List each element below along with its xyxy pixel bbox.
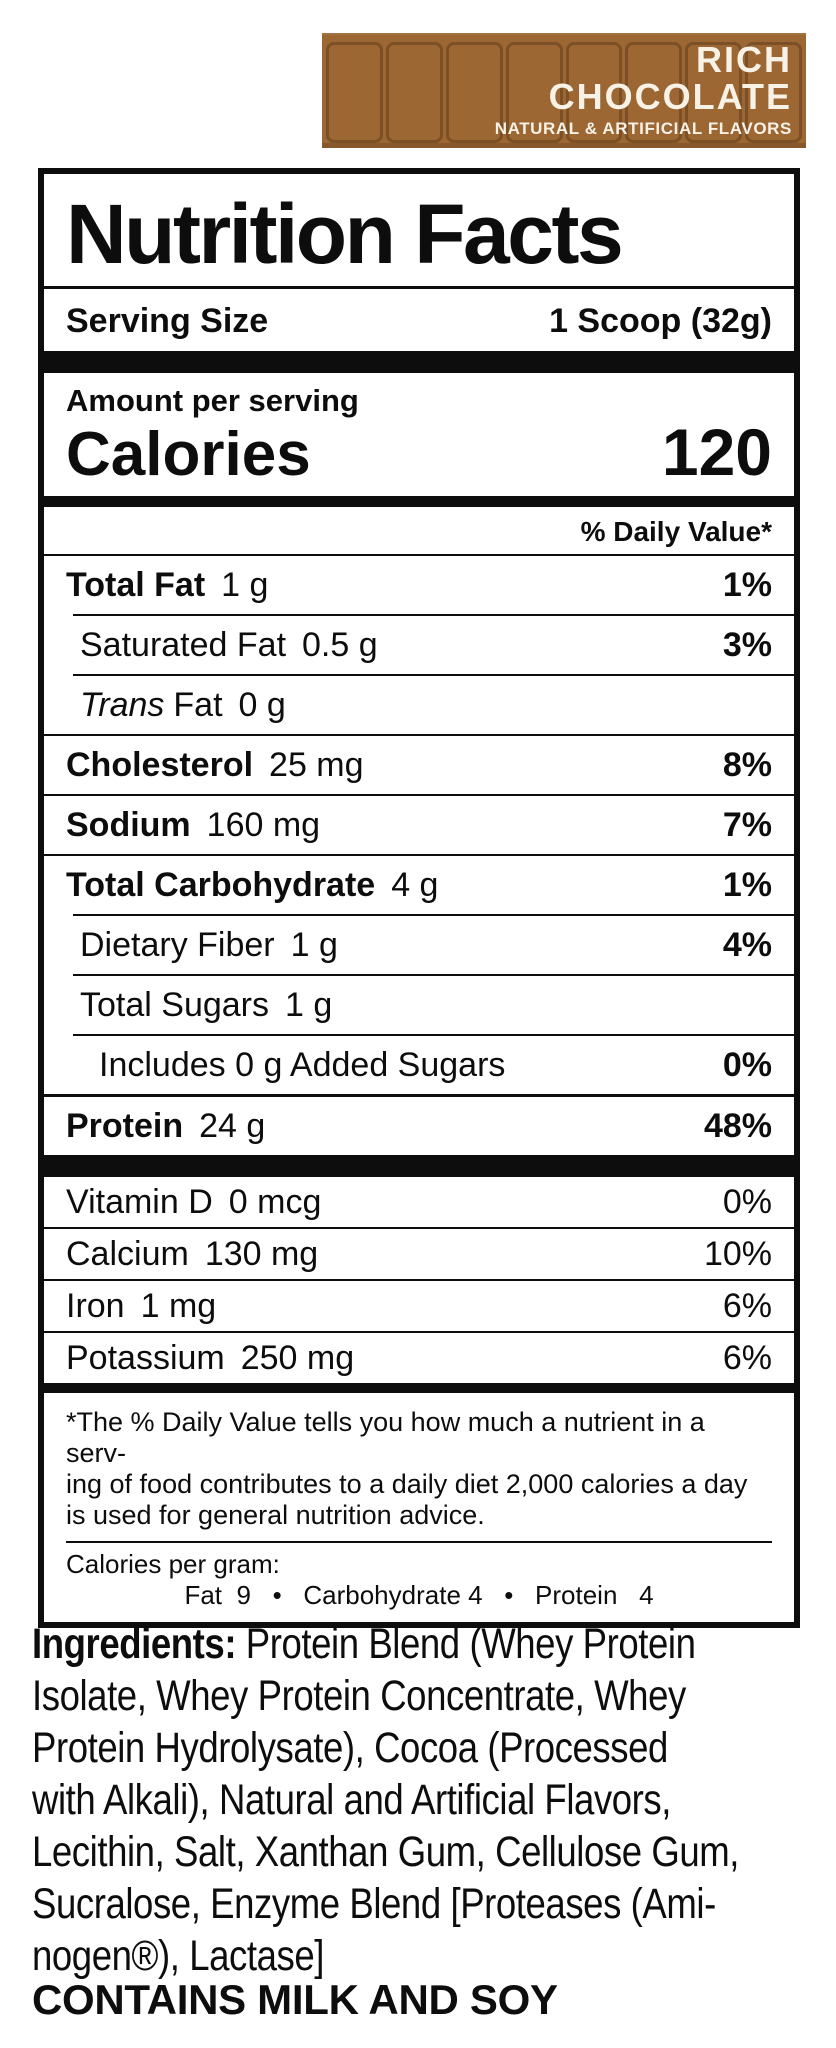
nutrient-amount: 4 g [391,866,439,904]
daily-value-footnote: *The % Daily Value tells you how much a … [66,1407,748,1530]
nutrient-name: Saturated Fat [80,626,287,664]
thick-divider [44,1155,794,1177]
nutrient-name: Iron [66,1287,125,1325]
nutrient-name: Total Carbohydrate [66,866,376,904]
chocolate-segment [685,42,743,143]
nutrient-amount: 1 mg [140,1287,217,1325]
micro-row-calcium: Calcium 130 mg 10% [44,1227,794,1279]
nutrition-title: Nutrition Facts [66,187,624,281]
nutrient-dv: 4% [722,926,772,964]
nutrient-name: Total Fat [66,566,206,604]
nutrient-dv: 10% [703,1235,772,1273]
micro-row-iron: Iron 1 mg 6% [44,1279,794,1331]
nutrient-amount: 24 g [199,1107,266,1145]
nutrient-name: Potassium [66,1339,225,1377]
calories-row: Calories 120 [44,419,794,496]
nutrient-amount: 0 g [238,686,286,724]
nutrient-row-total-carbohydrate: Total Carbohydrate 4 g 1% [44,854,794,914]
nutrient-dv: 0% [722,1183,772,1221]
ingredients-label: Ingredients: [32,1620,237,1668]
chocolate-segment [745,42,802,143]
calories-value: 120 [661,415,772,489]
calories-per-gram-values: Fat 9 • Carbohydrate 4 • Protein 4 [184,1580,654,1610]
nutrient-dv: 48% [703,1107,772,1145]
nutrient-name: Total Sugars [80,986,269,1024]
serving-size-row: Serving Size 1 Scoop (32g) [44,289,794,351]
nutrient-name: Cholesterol [66,746,254,784]
nutrient-name: Calcium [66,1235,189,1273]
nutrient-name: Vitamin D [66,1183,213,1221]
nutrient-row-cholesterol: Cholesterol 25 mg 8% [44,734,794,794]
ingredients-list: Protein Blend (Whey Protein Isolate, Whe… [32,1620,740,1980]
nutrient-amount: 130 mg [204,1235,319,1273]
chocolate-bar-graphic [324,42,804,143]
flavor-subtitle: NATURAL & ARTIFICIAL FLAVORS [494,119,792,138]
nutrient-dv: 3% [722,626,772,664]
nutrient-dv: 6% [722,1339,772,1377]
nutrient-dv: 6% [722,1287,772,1325]
divider [44,286,794,289]
flavor-name-line1: RICH [696,39,792,80]
nutrient-amount: 160 mg [206,806,321,844]
chocolate-segment [385,42,443,143]
nutrient-row-trans-fat: Trans Fat 0 g [73,674,794,734]
nutrient-row-added-sugars: Includes 0 g Added Sugars 0% [73,1034,794,1094]
chocolate-segment [326,42,383,143]
nutrient-row-protein: Protein 24 g 48% [44,1094,794,1155]
nutrient-amount: 0 mcg [228,1183,322,1221]
nutrient-name: Sodium [66,806,191,844]
chocolate-segment [445,42,503,143]
calories-label: Calories [66,420,311,489]
ingredients-text: Ingredients: Protein Blend (Whey Protein… [32,1618,812,1982]
nutrient-amount: 250 mg [240,1339,355,1377]
nutrient-row-sodium: Sodium 160 mg 7% [44,794,794,854]
nutrient-name: Dietary Fiber [80,926,275,964]
nutrient-dv: 7% [722,806,772,844]
serving-size-label: Serving Size [66,302,269,340]
amount-per-serving-label: Amount per serving [66,383,359,418]
nutrient-dv: 1% [722,566,772,604]
nutrient-dv: 1% [722,866,772,904]
flavor-label: RICH CHOCOLATE NATURAL & ARTIFICIAL FLAV… [322,33,806,148]
nutrient-amount: 1 g [285,986,333,1024]
chocolate-segment [625,42,683,143]
nutrition-facts-panel: Nutrition Facts Serving Size 1 Scoop (32… [38,168,800,1628]
nutrient-amount: 0.5 g [302,626,378,664]
nutrient-amount: 25 mg [269,746,364,784]
chocolate-segment [505,42,563,143]
calories-per-gram: Calories per gram: Fat 9 • Carbohydrate … [44,1543,794,1622]
flavor-text: RICH CHOCOLATE NATURAL & ARTIFICIAL FLAV… [495,41,792,140]
calories-per-gram-label: Calories per gram: [66,1549,280,1579]
medium-divider [44,1383,794,1393]
nutrient-name: Fat [173,686,223,724]
nutrient-row-saturated-fat: Saturated Fat 0.5 g 3% [73,614,794,674]
nutrient-dv: 8% [722,746,772,784]
nutrient-amount: 1 g [221,566,269,604]
nutrient-name: Protein [66,1107,184,1145]
serving-size-value: 1 Scoop (32g) [549,302,772,340]
nutrient-name: Includes 0 g Added Sugars [99,1046,506,1084]
medium-divider [44,496,794,507]
daily-value-header: % Daily Value* [580,516,772,547]
chocolate-segment [565,42,623,143]
divider [66,1541,772,1543]
nutrient-name-italic: Trans [80,686,165,724]
nutrient-dv: 0% [722,1046,772,1084]
flavor-name-line2: CHOCOLATE [548,76,792,117]
nutrient-row-total-fat: Total Fat 1 g 1% [44,554,794,614]
nutrient-row-dietary-fiber: Dietary Fiber 1 g 4% [73,914,794,974]
nutrient-amount: 1 g [290,926,338,964]
micro-row-vitamin-d: Vitamin D 0 mcg 0% [44,1177,794,1227]
thick-divider [44,351,794,373]
micro-row-potassium: Potassium 250 mg 6% [44,1331,794,1383]
nutrient-row-total-sugars: Total Sugars 1 g [73,974,794,1034]
allergen-statement: CONTAINS MILK AND SOY [32,1976,558,2023]
